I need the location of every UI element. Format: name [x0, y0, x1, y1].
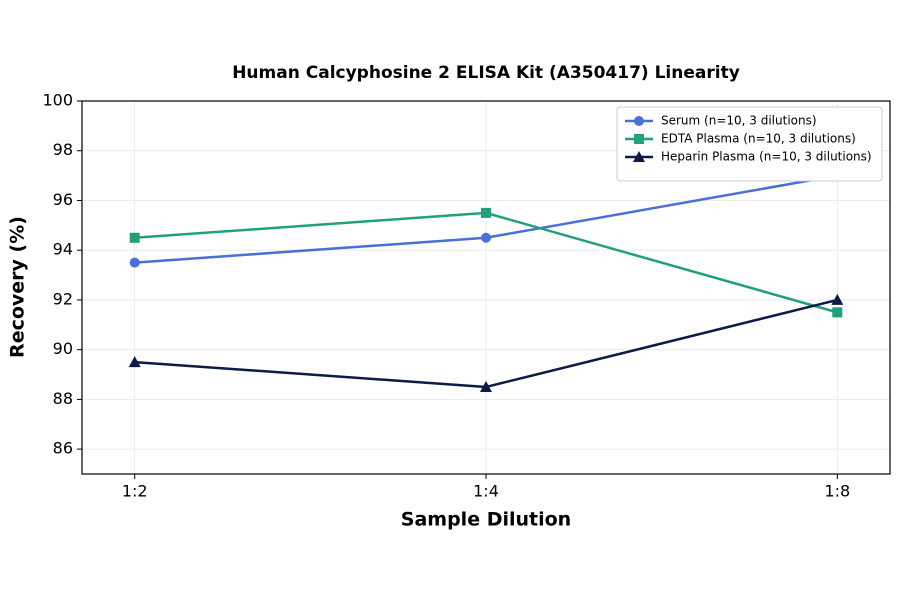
y-tick-label: 92	[53, 289, 73, 308]
legend-box	[616, 106, 883, 182]
data-point	[481, 232, 491, 243]
legend-marker	[634, 134, 644, 144]
legend-label: EDTA Plasma (n=10, 3 dilutions)	[661, 132, 856, 146]
y-tick-label: 86	[53, 439, 73, 458]
legend-label: Heparin Plasma (n=10, 3 dilutions)	[661, 150, 872, 164]
plot-frame	[81, 100, 891, 475]
y-tick-label: 98	[53, 140, 73, 159]
legend-marker	[634, 116, 644, 126]
data-point	[480, 380, 492, 392]
data-point	[129, 232, 140, 243]
legend-marker	[633, 151, 645, 162]
legend-label: Serum (n=10, 3 dilutions)	[661, 114, 817, 128]
x-tick-label: 1:8	[824, 482, 850, 501]
data-point	[832, 307, 843, 318]
x-tick-label: 1:2	[122, 482, 148, 501]
y-tick-label: 88	[53, 389, 73, 408]
x-axis-label: Sample Dilution	[401, 509, 571, 531]
y-tick-label: 100	[42, 91, 73, 110]
y-tick-label: 96	[53, 190, 73, 209]
y-axis-label: Recovery (%)	[7, 216, 29, 358]
data-point	[128, 356, 141, 368]
x-tick-label: 1:4	[473, 482, 499, 501]
data-point	[129, 257, 140, 268]
y-tick-label: 90	[53, 339, 73, 358]
chart-title: Human Calcyphosine 2 ELISA Kit (A350417)…	[232, 63, 740, 83]
y-tick-label: 94	[53, 240, 73, 259]
data-point	[481, 207, 491, 218]
data-point	[831, 293, 844, 305]
